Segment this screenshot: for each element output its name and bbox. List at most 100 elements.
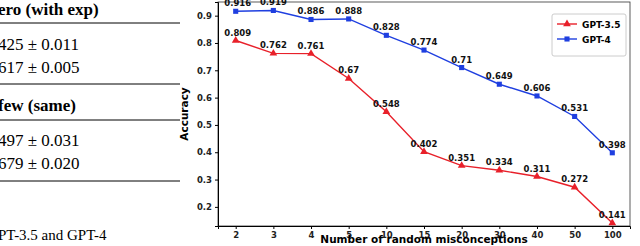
table-cell: ero (with exp) [0,0,99,19]
data-label: 0.606 [524,83,551,93]
series-marker [384,33,389,38]
x-tick: 3 [271,226,277,240]
table-cell: 497 ± 0.031 [0,131,80,150]
x-tick-mark [499,226,500,229]
chart: 0.20.30.40.50.60.70.80.92345101520304050… [178,0,631,245]
x-axis-line [219,227,631,230]
data-labels: 0.809 0.762 0.761 0.67 0.548 0.402 0.351 0.334 0… [224,0,626,220]
data-label: 0.548 [373,99,400,109]
y-axis: 0.2 0.3 0.4 0.5 0.6 0.7 0.8 0.9 [197,3,219,227]
y-tick-label: 0.8 [197,38,212,48]
y-tick: 0.8 [197,38,218,48]
y-tick-label: 0.3 [197,175,212,185]
x-tick-label: 2 [233,230,239,240]
table-cell: 617 ± 0.005 [0,58,80,77]
data-label: 0.809 [224,28,251,38]
data-label: 0.649 [486,71,513,81]
series-marker [271,8,276,13]
series-marker [497,82,502,87]
y-tick-mark [215,125,218,126]
x-tick-label: 50 [569,230,581,240]
table-rule [0,120,180,121]
x-tick-mark [236,226,237,229]
series-marker [308,17,313,22]
y-tick-mark [215,180,218,181]
y-axis-line [215,3,219,227]
table-cell: 425 ± 0.011 [0,35,79,54]
y-tick: 0.6 [197,93,218,103]
data-label: 0.916 [224,0,251,8]
series-marker [534,93,539,98]
y-tick-label: 0.6 [197,93,212,103]
x-tick: 2 [233,226,239,240]
x-tick-mark [349,226,350,229]
series-marker [572,114,577,119]
y-tick: 0.2 [197,202,218,212]
y-tick-mark [215,98,218,99]
x-tick: 50 [569,226,581,240]
y-axis-title: Accuracy [178,87,190,141]
x-tick: 100 [604,226,622,240]
x-tick-mark [462,226,463,229]
data-label: 0.774 [411,37,438,47]
x-tick-mark [311,226,312,229]
table-cell: 679 ± 0.020 [0,154,80,173]
legend-label: GPT-3.5 [582,20,620,30]
data-label: 0.398 [599,140,626,150]
series-marker [233,9,238,14]
data-label: 0.71 [451,55,472,65]
x-tick-mark [386,226,387,229]
y-tick-mark [215,70,218,71]
data-label: 0.402 [411,139,438,149]
x-axis-title: Number of random misconceptions [320,233,527,245]
y-tick: 0.7 [197,66,218,76]
y-tick-label: 0.9 [197,11,212,21]
data-label: 0.762 [260,40,287,50]
plot-frame [218,2,630,226]
y-tick: 0.9 [197,11,218,21]
series-marker [459,65,464,70]
x-tick-label: 3 [271,230,277,240]
x-tick-mark [575,226,576,229]
legend-marker [564,36,569,41]
y-tick-mark [215,43,218,44]
data-label: 0.351 [448,153,475,163]
data-label: 0.141 [599,210,626,220]
data-label: 0.67 [338,65,359,75]
data-label: 0.334 [486,157,513,167]
table-fragment: ero (with exp) 425 ± 0.011 617 ± 0.005 few … [0,0,180,243]
y-tick-label: 0.7 [197,66,212,76]
y-tick-label: 0.4 [197,147,212,157]
series-marker [610,150,615,155]
x-tick: 40 [532,226,544,240]
x-tick-mark [612,226,613,229]
table-rule [0,181,180,182]
table-rule [0,84,180,85]
figure: ero (with exp) 425 ± 0.011 617 ± 0.005 few … [0,0,640,246]
data-label: 0.761 [298,41,325,51]
data-label: 0.311 [524,164,551,174]
x-tick-mark [424,226,425,229]
y-tick-mark [215,152,218,153]
x-tick-mark [273,226,274,229]
y-tick-label: 0.5 [197,120,212,130]
y-tick-mark [215,16,218,17]
legend-label: GPT-4 [582,35,611,45]
y-tick: 0.3 [197,175,218,185]
x-tick: 4 [309,226,315,240]
data-label: 0.886 [298,6,325,16]
x-tick-label: 40 [532,230,544,240]
series-marker [346,16,351,21]
data-label: 0.272 [561,174,588,184]
table-cell: few (same) [0,96,76,115]
legend-box [552,14,626,56]
series-line [236,41,613,223]
data-label: 0.531 [561,103,588,113]
legend-marker [563,20,571,27]
y-tick: 0.5 [197,120,218,130]
table-caption: PT-3.5 and GPT-4 [0,227,107,243]
x-tick-mark [537,226,538,229]
x-tick-label: 100 [604,230,622,240]
data-label: 0.828 [373,22,400,32]
x-tick-label: 4 [309,230,315,240]
